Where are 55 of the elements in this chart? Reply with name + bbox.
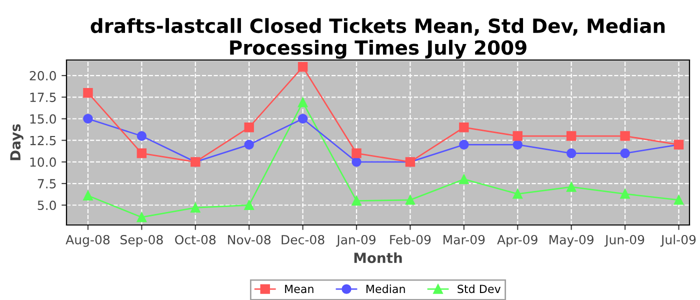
x-tick-label: Aug-08 — [66, 234, 110, 247]
point — [190, 202, 200, 213]
point — [512, 131, 522, 141]
point — [136, 148, 147, 158]
x-tick-label: May-09 — [550, 234, 594, 247]
point — [459, 122, 469, 132]
point — [298, 62, 308, 72]
y-tick-label: 15.0 — [30, 114, 56, 124]
point — [512, 189, 522, 199]
point — [566, 148, 576, 158]
point — [674, 195, 684, 205]
point — [298, 97, 308, 108]
x-axis-title: Month — [354, 252, 402, 264]
point — [298, 114, 308, 124]
x-tick-label: Sep-08 — [120, 234, 163, 247]
chart-title: drafts-lastcall Closed Tickets Mean, Std Dev, Median Processing Times July 2009 — [90, 18, 665, 59]
point — [620, 189, 630, 199]
x-tick-label: Oct-08 — [175, 234, 216, 244]
legend-label: Median — [366, 284, 405, 294]
x-tick-label: Feb-09 — [390, 234, 431, 244]
y-tick-label: 10.0 — [30, 157, 56, 167]
x-tick-label: Jul-09 — [660, 234, 696, 247]
point — [405, 195, 416, 205]
x-tick-label: Nov-08 — [228, 234, 270, 244]
point — [620, 148, 630, 158]
y-tick-label: 20.0 — [30, 71, 56, 80]
x-tick-label: Jan-09 — [336, 234, 376, 247]
y-axis-title: Days — [10, 124, 24, 160]
point — [512, 140, 522, 150]
point — [566, 131, 576, 141]
x-tick-label: Jun-09 — [604, 234, 644, 247]
point — [620, 131, 630, 141]
legend-label: Mean — [285, 284, 314, 294]
point — [352, 196, 362, 206]
legend-label: Std Dev — [458, 284, 501, 294]
point — [352, 157, 362, 167]
point — [136, 212, 147, 222]
point — [136, 131, 147, 141]
point — [244, 200, 254, 210]
y-tick-label: 17.5 — [30, 92, 56, 102]
x-tick-label: Mar-09 — [444, 234, 485, 244]
x-tick-label: Apr-09 — [497, 234, 538, 247]
point — [459, 140, 469, 150]
y-tick-label: 5.0 — [38, 200, 56, 210]
point — [352, 148, 362, 158]
point — [83, 190, 93, 200]
point — [83, 88, 93, 98]
point — [244, 122, 254, 132]
point — [459, 174, 469, 184]
point — [244, 140, 254, 150]
y-tick-label: 12.5 — [30, 136, 56, 146]
x-tick-label: Dec-08 — [282, 234, 324, 244]
point — [83, 114, 93, 124]
y-tick-label: 7.5 — [38, 179, 56, 188]
point — [566, 182, 576, 192]
